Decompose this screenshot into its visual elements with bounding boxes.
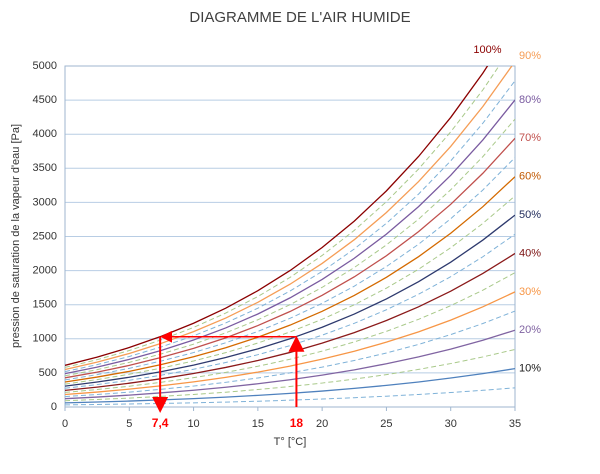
dashed-curve (65, 66, 500, 368)
x-tick-label: 0 (62, 418, 68, 430)
legend-label: 60% (519, 171, 541, 183)
y-tick-label: 5000 (33, 60, 57, 72)
humidity-curve (65, 66, 489, 366)
humidity-curve (65, 176, 515, 383)
y-tick-label: 1500 (33, 299, 57, 311)
legend-label: 90% (519, 50, 541, 62)
chart-title: DIAGRAMME DE L'AIR HUMIDE (189, 9, 410, 26)
humidity-curve (65, 291, 515, 396)
legend-label: 100% (473, 44, 501, 56)
legend-label: 30% (519, 286, 541, 298)
x-tick-label: 20 (316, 418, 328, 430)
legend-label: 20% (519, 324, 541, 336)
x-axis-label: T° [°C] (274, 436, 307, 448)
humidity-curve (65, 137, 515, 379)
dashed-curve (65, 157, 515, 381)
x-tick-label: 15 (252, 418, 264, 430)
legend-label: 10% (519, 363, 541, 375)
x-tick-label: 35 (509, 418, 521, 430)
humidity-curve (65, 214, 515, 387)
plot-border (64, 65, 516, 408)
dashed-curve (65, 387, 515, 406)
dashed-curve (65, 348, 515, 402)
dashed-curve (65, 80, 515, 373)
x-tick-label: 25 (380, 418, 392, 430)
y-tick-label: 500 (39, 367, 57, 379)
legend-label: 50% (519, 209, 541, 221)
dashed-curve (65, 118, 515, 377)
humidity-curve (65, 66, 513, 371)
y-tick-label: 1000 (33, 333, 57, 345)
x-tick-label: 10 (187, 418, 199, 430)
humidity-curve (65, 99, 515, 375)
y-tick-label: 0 (51, 401, 57, 413)
legend-label: 40% (519, 247, 541, 259)
plot-area (65, 66, 515, 406)
dashed-curve (65, 310, 515, 398)
annotation-label: 18 (290, 416, 304, 430)
humidity-curve (65, 252, 515, 392)
dashed-curve (65, 272, 515, 393)
y-tick-label: 3500 (33, 162, 57, 174)
y-tick-label: 2000 (33, 265, 57, 277)
y-tick-label: 2500 (33, 230, 57, 242)
x-tick-label: 5 (126, 418, 132, 430)
annotation-label: 7,4 (152, 416, 169, 430)
dashed-curve (65, 195, 515, 385)
legend-label: 70% (519, 132, 541, 144)
y-tick-label: 4500 (33, 94, 57, 106)
y-tick-label: 4000 (33, 128, 57, 140)
legend-label: 80% (519, 94, 541, 106)
dashed-curve (65, 233, 515, 389)
y-tick-label: 3000 (33, 196, 57, 208)
humidity-curve (65, 329, 515, 400)
x-tick-label: 30 (445, 418, 457, 430)
humidity-curve (65, 367, 515, 404)
y-axis-label: pression de saturation de la vapeur d'ea… (10, 124, 22, 348)
